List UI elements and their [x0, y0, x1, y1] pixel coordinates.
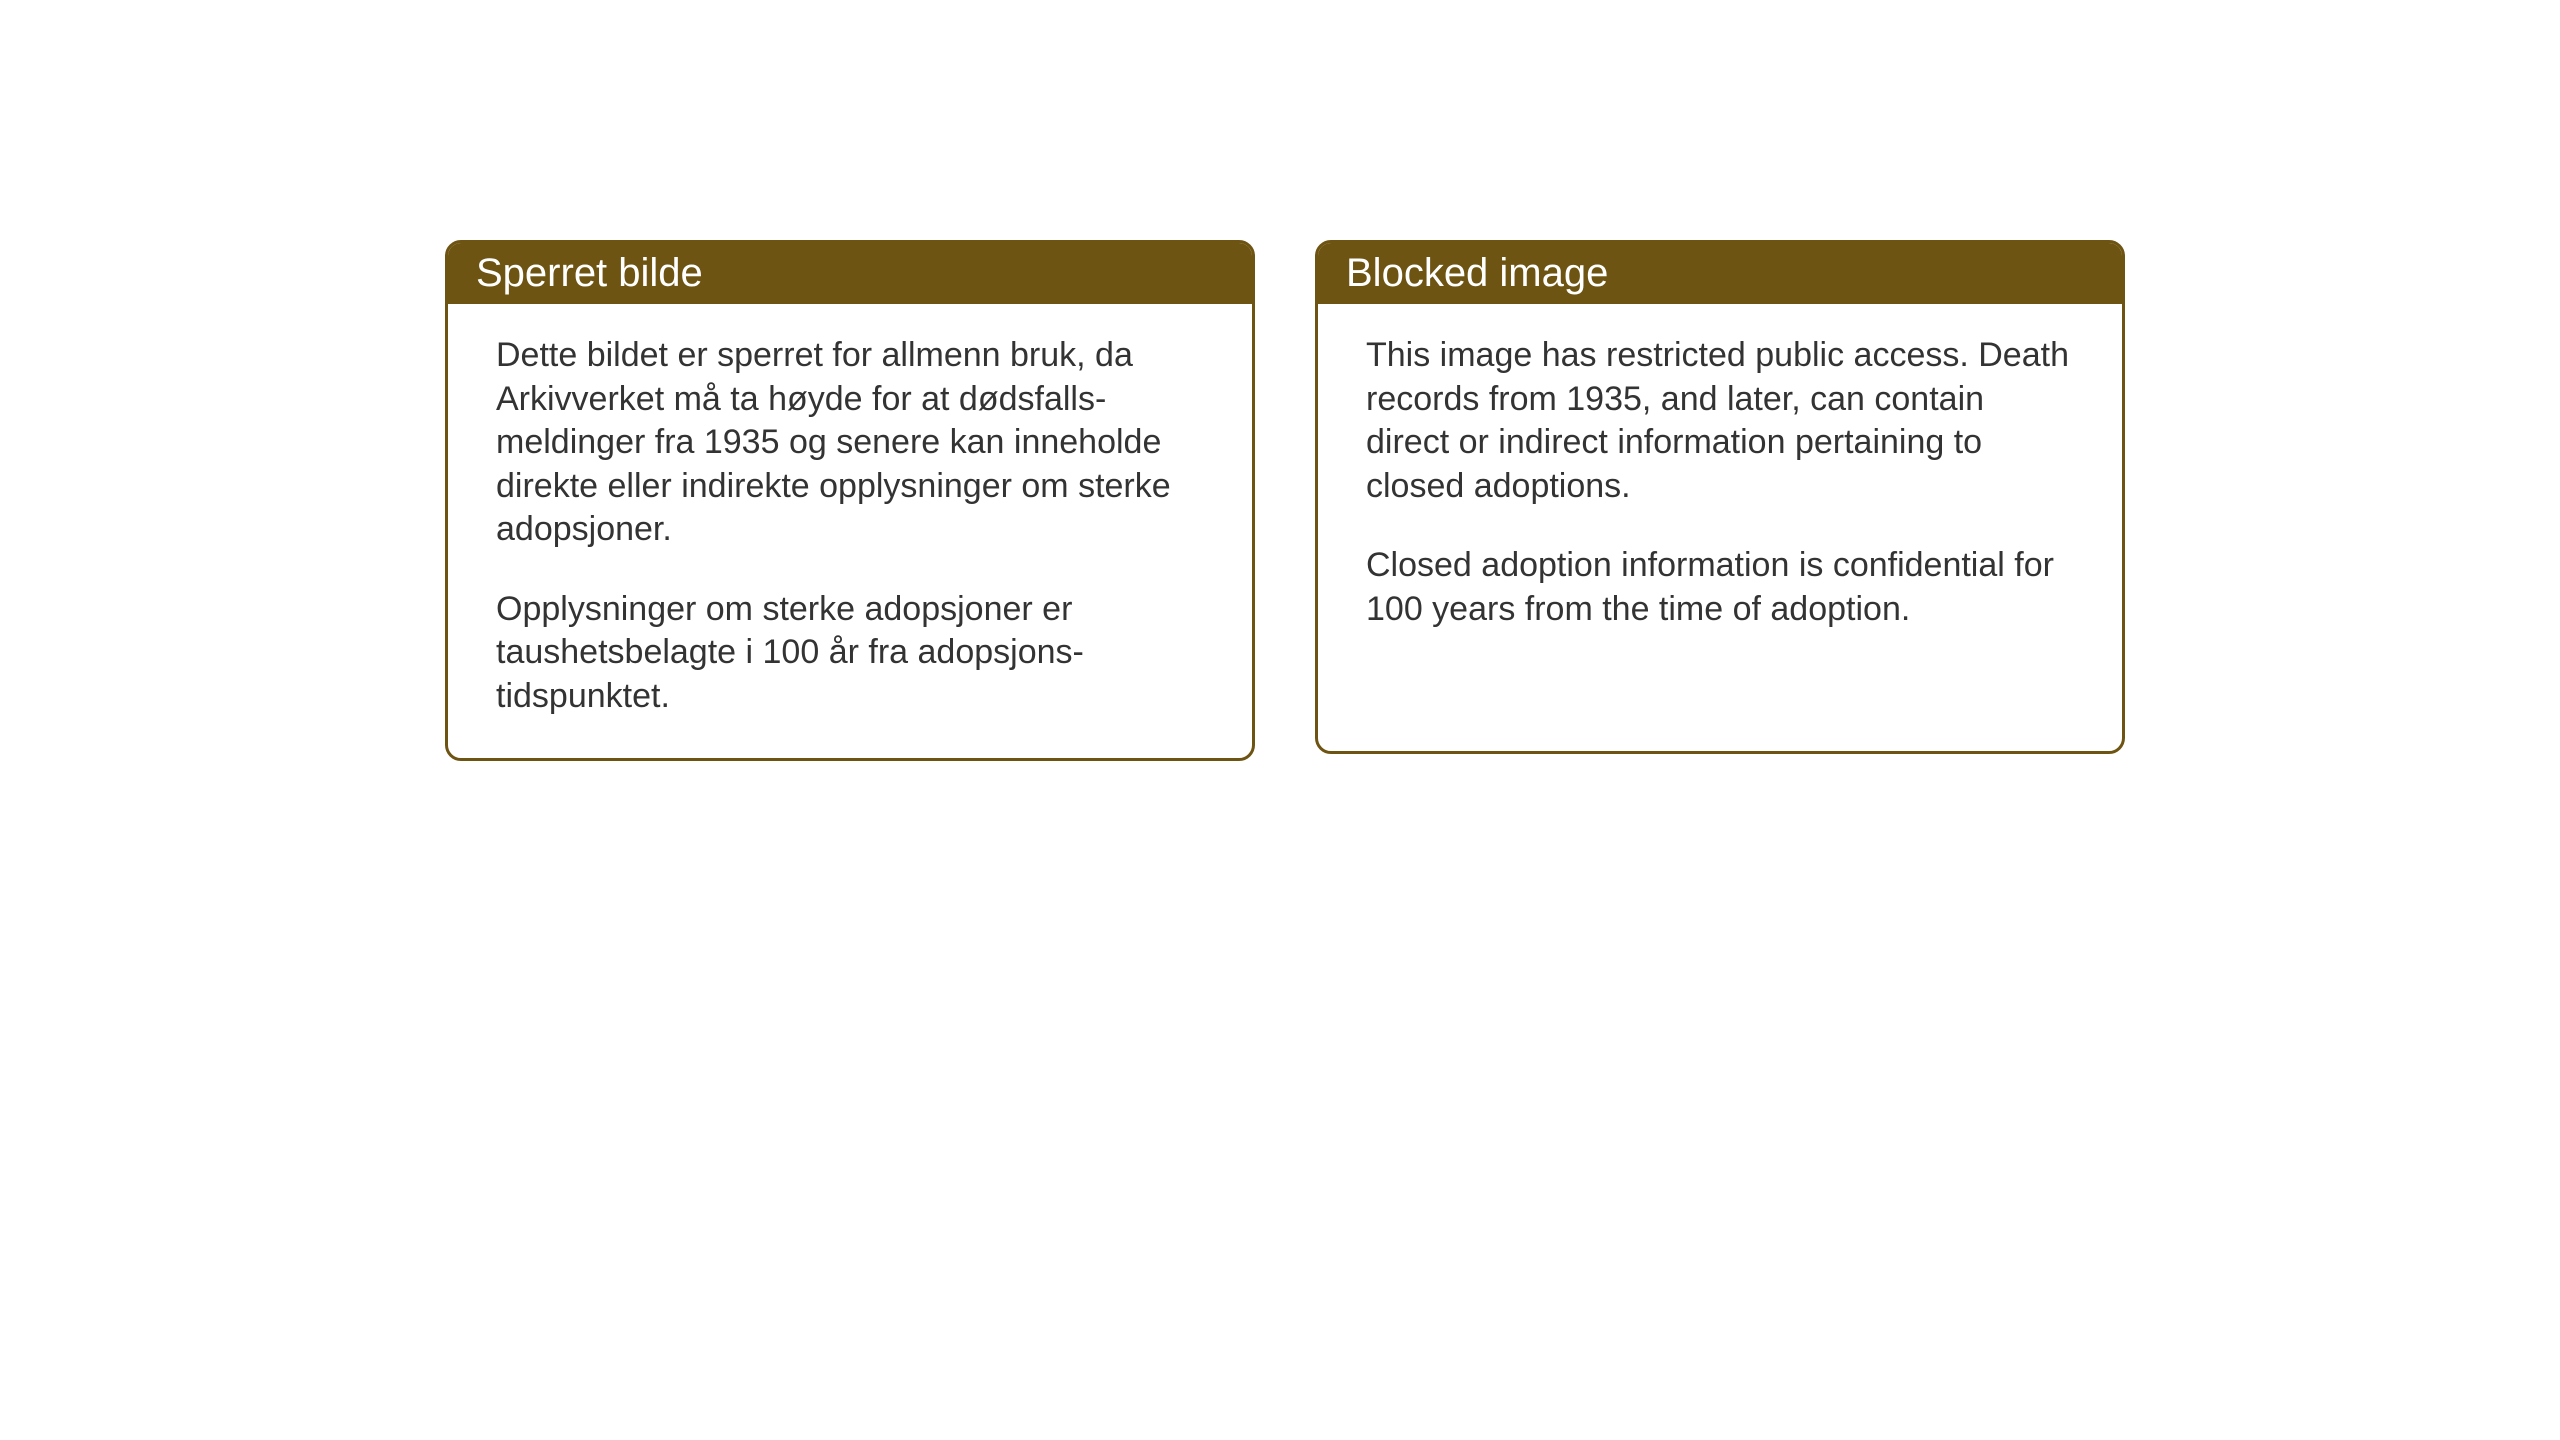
notice-card-english: Blocked image This image has restricted … [1315, 240, 2125, 754]
card-title-norwegian: Sperret bilde [476, 251, 703, 295]
card-title-english: Blocked image [1346, 251, 1608, 295]
notice-card-norwegian: Sperret bilde Dette bildet er sperret fo… [445, 240, 1255, 761]
notice-container: Sperret bilde Dette bildet er sperret fo… [445, 240, 2125, 761]
card-header-norwegian: Sperret bilde [448, 243, 1252, 304]
card-paragraph-1-english: This image has restricted public access.… [1366, 334, 2074, 508]
card-paragraph-2-norwegian: Opplysninger om sterke adopsjoner er tau… [496, 588, 1204, 719]
card-paragraph-1-norwegian: Dette bildet er sperret for allmenn bruk… [496, 334, 1204, 552]
card-body-english: This image has restricted public access.… [1318, 304, 2122, 671]
card-header-english: Blocked image [1318, 243, 2122, 304]
card-body-norwegian: Dette bildet er sperret for allmenn bruk… [448, 304, 1252, 758]
card-paragraph-2-english: Closed adoption information is confident… [1366, 544, 2074, 631]
